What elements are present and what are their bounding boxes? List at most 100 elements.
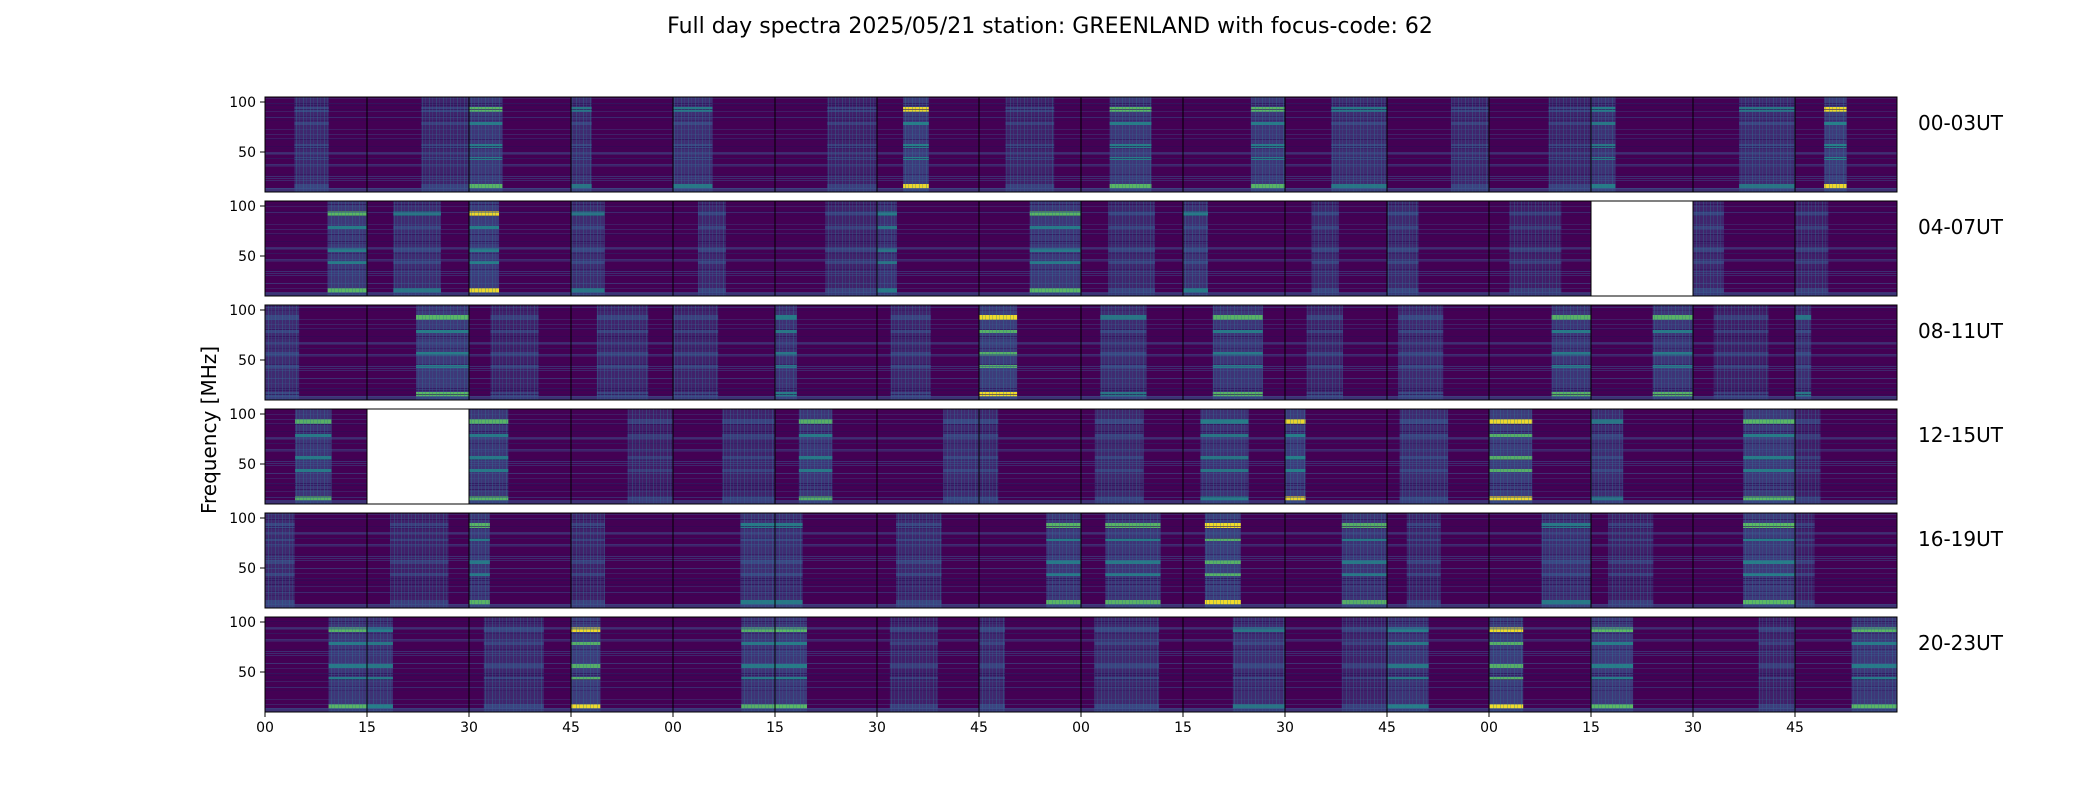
spectrum-panel bbox=[978, 616, 1082, 713]
streak-texture bbox=[877, 201, 897, 296]
streak-texture bbox=[673, 305, 719, 400]
x-tick-label: 45 bbox=[1786, 720, 1804, 736]
x-tick-label: 00 bbox=[664, 720, 682, 736]
streak-texture bbox=[1306, 305, 1344, 400]
spectrum-panel bbox=[366, 616, 470, 713]
x-tick-label: 15 bbox=[1582, 720, 1600, 736]
low-frequency-band bbox=[1387, 604, 1489, 608]
spectrum-panel bbox=[1182, 408, 1286, 505]
spectrum-panel bbox=[1590, 616, 1694, 713]
streak-texture bbox=[1341, 617, 1387, 712]
panel-border bbox=[1794, 616, 1898, 713]
low-frequency-band bbox=[1795, 396, 1897, 400]
row-label: 12-15UT bbox=[1918, 423, 2004, 447]
low-frequency-band bbox=[673, 708, 775, 712]
low-frequency-band bbox=[1795, 500, 1897, 504]
spectrum-panel bbox=[1284, 512, 1388, 609]
low-frequency-band bbox=[265, 604, 367, 608]
band-texture bbox=[1795, 305, 1897, 400]
streak-texture bbox=[1105, 513, 1161, 608]
row-label: 08-11UT bbox=[1918, 319, 2004, 343]
low-frequency-band bbox=[367, 604, 469, 608]
spectrum-panel bbox=[1080, 200, 1184, 297]
streak-texture bbox=[1387, 201, 1419, 296]
spectrum-panel bbox=[264, 200, 368, 297]
x-tick-label: 00 bbox=[1072, 720, 1090, 736]
streak-texture bbox=[1183, 201, 1208, 296]
low-frequency-band bbox=[1693, 396, 1795, 400]
x-tick-label: 30 bbox=[1684, 720, 1702, 736]
spectrum-panel bbox=[1284, 96, 1388, 193]
streak-texture bbox=[1005, 97, 1055, 192]
x-tick-label: 00 bbox=[256, 720, 274, 736]
spectrum-panel bbox=[1080, 512, 1184, 609]
low-frequency-band bbox=[1693, 292, 1795, 296]
low-frequency-band bbox=[265, 708, 367, 712]
spectrum-panel bbox=[366, 512, 470, 609]
spectrum-panel bbox=[570, 616, 674, 713]
low-frequency-band bbox=[1183, 604, 1285, 608]
low-frequency-band bbox=[1387, 500, 1489, 504]
spectrum-panel bbox=[1692, 512, 1796, 609]
low-frequency-band bbox=[1693, 500, 1795, 504]
panel-border bbox=[1794, 512, 1898, 609]
low-frequency-band bbox=[775, 604, 877, 608]
streak-texture bbox=[571, 201, 605, 296]
low-frequency-band bbox=[1081, 188, 1183, 192]
low-frequency-band bbox=[1081, 604, 1183, 608]
spectrum-panel bbox=[1284, 408, 1388, 505]
spectra-row-12-15ut: 50 100 12-15UT bbox=[229, 407, 2004, 505]
spectrum-panel bbox=[876, 408, 980, 505]
low-frequency-band bbox=[469, 500, 571, 504]
spectrum-panel bbox=[1488, 96, 1592, 193]
streak-texture bbox=[571, 617, 601, 712]
low-frequency-band bbox=[1183, 500, 1285, 504]
x-tick-label: 15 bbox=[358, 720, 376, 736]
low-frequency-band bbox=[571, 708, 673, 712]
spectrum-panel bbox=[1386, 616, 1490, 713]
spectrum-panel bbox=[366, 96, 470, 193]
low-frequency-band bbox=[1693, 188, 1795, 192]
streak-texture bbox=[1212, 305, 1263, 400]
spectrum-panel bbox=[1284, 200, 1388, 297]
streak-texture bbox=[1399, 409, 1449, 504]
streak-texture bbox=[979, 617, 1005, 712]
spectrum-panel bbox=[1182, 200, 1286, 297]
spectrum-panel bbox=[774, 408, 878, 505]
streak-texture bbox=[571, 97, 592, 192]
low-frequency-band bbox=[1489, 604, 1591, 608]
streak-texture bbox=[741, 617, 775, 712]
low-frequency-band bbox=[1795, 188, 1897, 192]
low-frequency-band bbox=[1489, 500, 1591, 504]
spectrum-panel bbox=[468, 200, 572, 297]
spectra-row-16-19ut: 50 100 16-19UT bbox=[229, 511, 2004, 609]
row-label: 00-03UT bbox=[1918, 111, 2004, 135]
spectrum-panel bbox=[1080, 408, 1184, 505]
x-tick-label: 00 bbox=[1480, 720, 1498, 736]
spectrum-panel bbox=[1794, 408, 1898, 505]
streak-texture bbox=[1795, 305, 1812, 400]
low-frequency-band bbox=[1285, 604, 1387, 608]
streak-texture bbox=[295, 409, 332, 504]
spectrum-panel bbox=[264, 304, 368, 401]
x-tick-label: 30 bbox=[460, 720, 478, 736]
streak-texture bbox=[328, 617, 367, 712]
streak-texture bbox=[1250, 97, 1285, 192]
low-frequency-band bbox=[673, 292, 775, 296]
spectrum-panel bbox=[264, 616, 368, 713]
spectrum-panel bbox=[1080, 304, 1184, 401]
streak-texture bbox=[596, 305, 649, 400]
streak-texture bbox=[1489, 617, 1524, 712]
panel-border bbox=[1794, 304, 1898, 401]
low-frequency-band bbox=[877, 708, 979, 712]
y-tick-label: 50 bbox=[238, 353, 256, 369]
streak-texture bbox=[1591, 97, 1616, 192]
spectrum-panel bbox=[1080, 96, 1184, 193]
streak-texture bbox=[1204, 513, 1241, 608]
low-frequency-band bbox=[1183, 188, 1285, 192]
streak-texture bbox=[1551, 305, 1591, 400]
spectrum-panel bbox=[1794, 616, 1898, 713]
streak-texture bbox=[775, 305, 797, 400]
spectrum-panel bbox=[366, 408, 470, 505]
